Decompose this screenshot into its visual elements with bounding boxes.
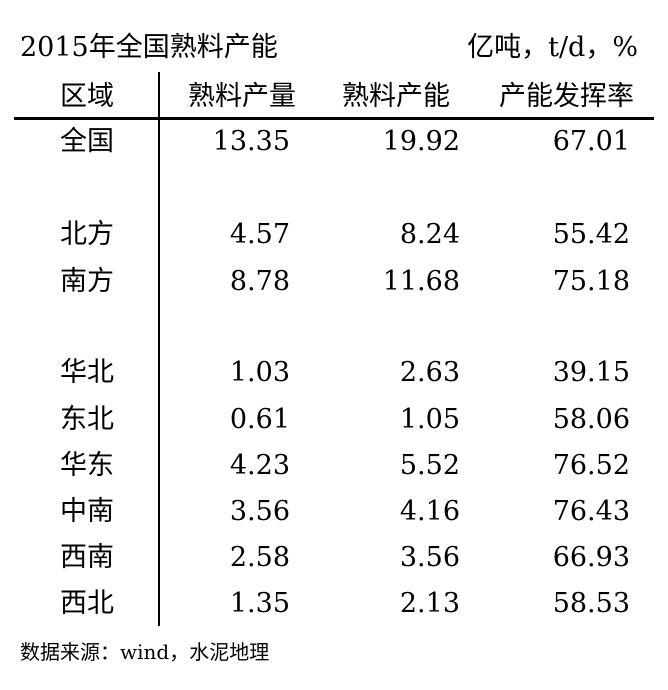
cell: 39.15 — [552, 357, 630, 388]
cell: 67.01 — [552, 126, 630, 157]
cell: 75.18 — [552, 266, 630, 297]
row-label: 西南 — [60, 542, 114, 573]
cell: 3.56 — [229, 496, 290, 527]
cell: 3.56 — [399, 542, 460, 573]
cell: 19.92 — [382, 126, 460, 157]
cell: 13.35 — [212, 126, 290, 157]
cell: 58.53 — [552, 588, 630, 619]
row-label: 华东 — [60, 450, 114, 481]
column-header: 区域 — [60, 81, 114, 112]
column-rule — [158, 72, 160, 626]
cell: 2.63 — [399, 357, 460, 388]
row-label: 南方 — [60, 266, 114, 297]
cell: 8.24 — [399, 219, 460, 250]
row-label: 北方 — [60, 219, 114, 250]
cell: 1.35 — [229, 588, 290, 619]
cell: 1.03 — [229, 357, 290, 388]
row-label: 中南 — [60, 496, 114, 527]
cell: 5.52 — [399, 450, 460, 481]
cell: 11.68 — [382, 266, 460, 297]
row-label: 华北 — [60, 357, 114, 388]
column-header: 熟料产能 — [342, 81, 450, 112]
column-header: 熟料产量 — [188, 81, 296, 112]
title: 2015年全国熟料产能 — [20, 32, 278, 63]
cell: 4.57 — [229, 219, 290, 250]
cell: 76.43 — [552, 496, 630, 527]
header-rule — [14, 117, 654, 120]
cell: 2.58 — [229, 542, 290, 573]
row-label: 西北 — [60, 588, 114, 619]
cell: 58.06 — [552, 404, 630, 435]
cell: 55.42 — [552, 219, 630, 250]
cell: 1.05 — [399, 404, 460, 435]
source-note: 数据来源：wind，水泥地理 — [20, 640, 270, 664]
cell: 66.93 — [552, 542, 630, 573]
cell: 2.13 — [399, 588, 460, 619]
column-header: 产能发挥率 — [499, 81, 634, 112]
cell: 4.23 — [229, 450, 290, 481]
unit: 亿吨，t/d，% — [467, 32, 638, 63]
cell: 0.61 — [229, 404, 290, 435]
cell: 8.78 — [229, 266, 290, 297]
cell: 76.52 — [552, 450, 630, 481]
cell: 4.16 — [399, 496, 460, 527]
row-label: 东北 — [60, 404, 114, 435]
row-label: 全国 — [60, 126, 114, 157]
